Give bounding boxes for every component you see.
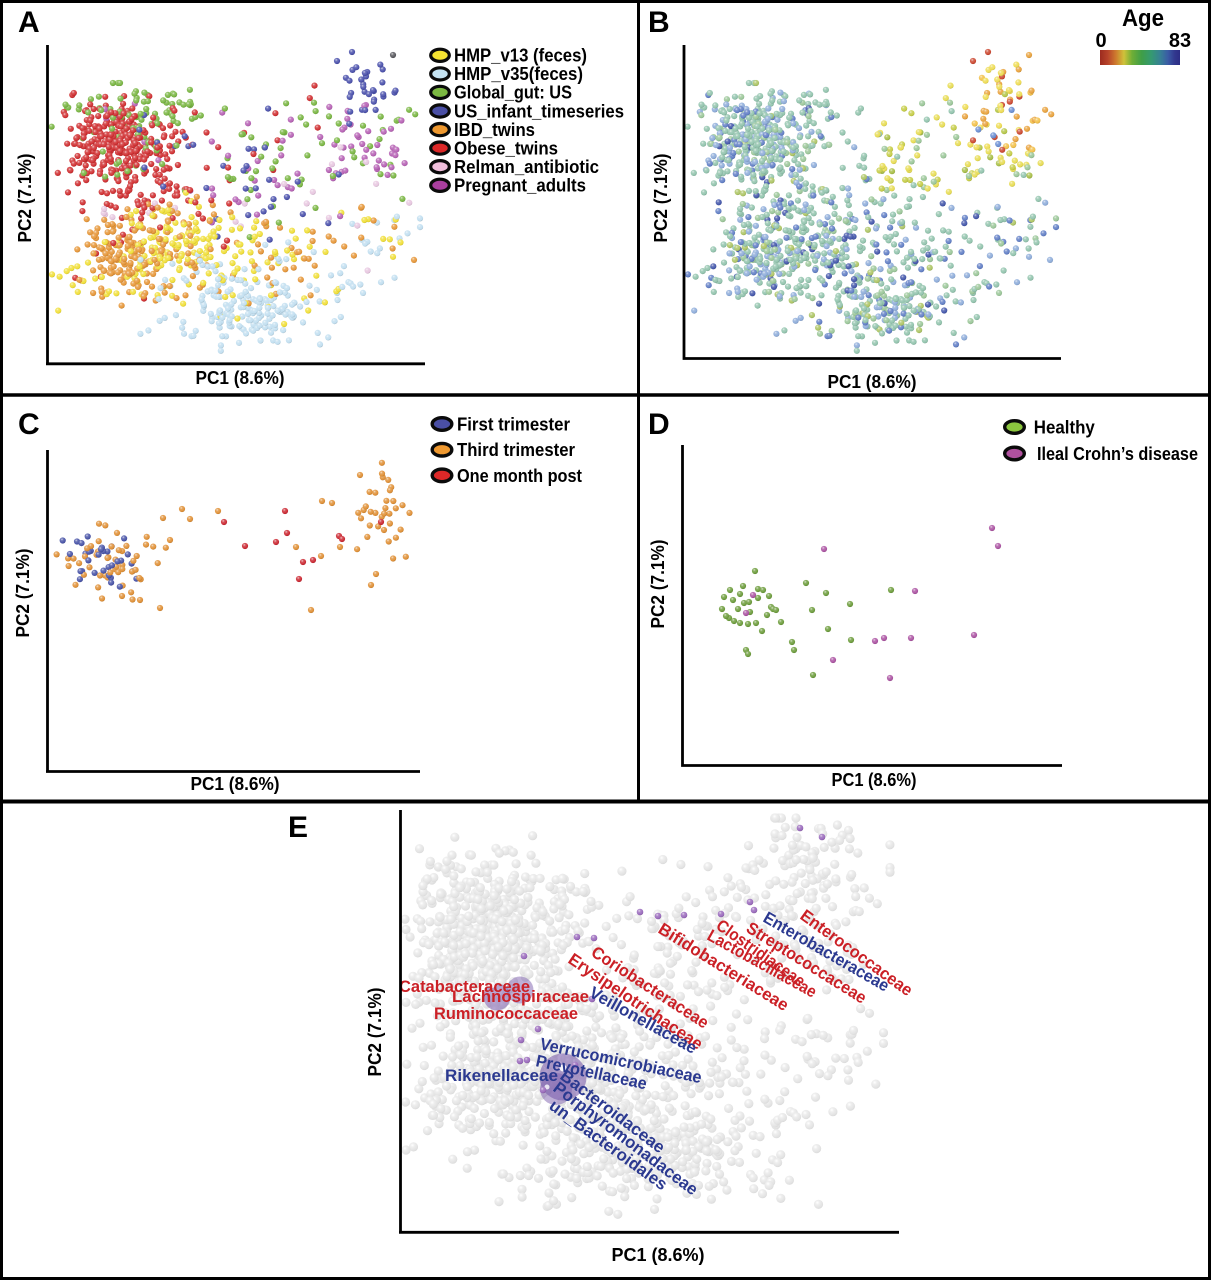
svg-text:Global_gut: US: Global_gut: US (454, 83, 572, 103)
svg-text:PC2 (7.1%): PC2 (7.1%) (15, 154, 35, 243)
svg-text:Third trimester: Third trimester (457, 440, 575, 460)
svg-text:E: E (288, 811, 308, 844)
svg-text:83: 83 (1169, 30, 1191, 52)
svg-text:HMP_v13 (feces): HMP_v13 (feces) (454, 46, 587, 66)
svg-text:B: B (648, 6, 670, 39)
svg-text:PC1 (8.6%): PC1 (8.6%) (196, 368, 285, 388)
svg-text:Relman_antibiotic: Relman_antibiotic (454, 157, 599, 177)
svg-text:PC2 (7.1%): PC2 (7.1%) (648, 540, 668, 629)
svg-text:IBD_twins: IBD_twins (454, 120, 535, 140)
svg-text:US_infant_timeseries: US_infant_timeseries (454, 101, 624, 121)
svg-text:PC1 (8.6%): PC1 (8.6%) (612, 1245, 705, 1265)
svg-text:HMP_v35(feces): HMP_v35(feces) (454, 64, 583, 84)
svg-text:PC1 (8.6%): PC1 (8.6%) (832, 770, 917, 790)
svg-text:Obese_twins: Obese_twins (454, 138, 558, 158)
svg-text:PC2 (7.1%): PC2 (7.1%) (13, 549, 33, 638)
svg-text:Ruminococcaceae: Ruminococcaceae (434, 1004, 578, 1023)
svg-text:0: 0 (1095, 30, 1106, 52)
svg-text:First trimester: First trimester (457, 415, 570, 435)
svg-text:One month post: One month post (457, 466, 582, 486)
svg-text:C: C (18, 408, 40, 441)
svg-text:PC1 (8.6%): PC1 (8.6%) (828, 372, 917, 392)
svg-text:Ileal Crohn’s disease: Ileal Crohn’s disease (1037, 444, 1198, 464)
svg-text:PC2 (7.1%): PC2 (7.1%) (651, 154, 671, 243)
svg-text:PC1 (8.6%): PC1 (8.6%) (191, 774, 280, 794)
svg-text:D: D (648, 408, 670, 441)
svg-text:A: A (18, 6, 40, 39)
svg-text:Age: Age (1122, 5, 1164, 32)
svg-text:PC2 (7.1%): PC2 (7.1%) (365, 988, 385, 1077)
svg-text:Healthy: Healthy (1034, 418, 1095, 438)
svg-text:Pregnant_adults: Pregnant_adults (454, 176, 586, 196)
